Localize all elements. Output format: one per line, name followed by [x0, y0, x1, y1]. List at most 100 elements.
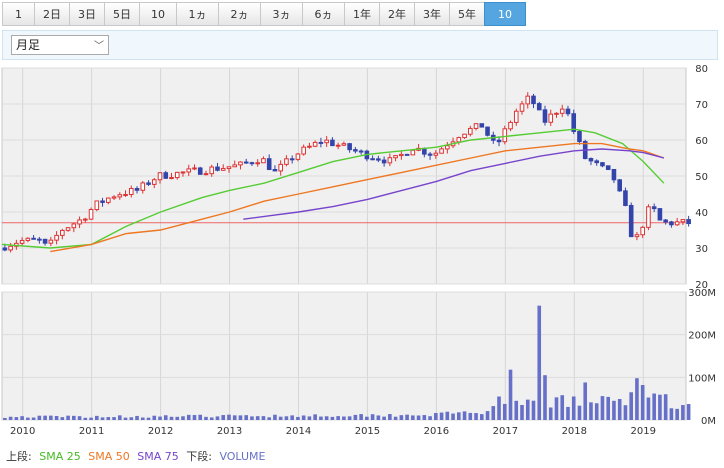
volume-bar [60, 417, 65, 420]
candle-up [473, 123, 479, 129]
candle-up [634, 234, 640, 238]
candle-down [588, 158, 594, 162]
sma-line-SMA75 [243, 148, 665, 220]
volume-bar [416, 415, 421, 420]
tab-11[interactable]: 3年 [414, 2, 450, 26]
candle-up [508, 121, 513, 130]
volume-bar [169, 416, 174, 420]
candle-down [536, 103, 542, 111]
volume-bar [49, 415, 53, 420]
candle-down [611, 168, 617, 181]
candle-up [548, 113, 554, 123]
tab-8[interactable]: 6ヵ月 [302, 2, 345, 45]
candle-up [525, 95, 531, 105]
volume-bar [37, 415, 42, 420]
tab-1[interactable]: 2日 [34, 2, 70, 26]
candle-down [289, 158, 295, 161]
volume-bar [365, 416, 369, 420]
volume-bar [181, 416, 185, 420]
volume-bar [434, 413, 438, 420]
volume-bar [8, 416, 13, 420]
volume-bar [652, 393, 656, 420]
volume-bar [255, 416, 260, 420]
volume-bar [273, 414, 277, 420]
candle-down [347, 143, 352, 151]
tab-2[interactable]: 3日 [69, 2, 105, 26]
candle-down [318, 141, 324, 144]
candle-up [399, 153, 404, 157]
x-tick-label: 2019 [631, 426, 656, 437]
volume-bar [451, 413, 455, 420]
volume-bar [123, 417, 128, 420]
volume-bar [376, 415, 381, 420]
volume-bar [502, 403, 507, 420]
volume-bar [175, 416, 180, 420]
volume-bar [290, 415, 294, 420]
tab-5[interactable]: 1ヵ月 [176, 2, 219, 45]
candle-down [628, 204, 634, 238]
candle-down [485, 126, 490, 136]
volume-bar [307, 416, 312, 420]
x-tick-label: 2018 [562, 426, 587, 437]
candle-up [439, 148, 444, 154]
candle-down [617, 179, 622, 192]
candle-down [266, 158, 272, 170]
volume-bar [89, 417, 93, 420]
volume-bar [382, 416, 386, 420]
candle-up [25, 237, 31, 241]
candle-down [2, 247, 8, 251]
candle-up [209, 166, 215, 175]
candle-up [226, 166, 232, 169]
candle-down [605, 165, 611, 170]
volume-bar [146, 417, 151, 420]
volume-bar [479, 414, 484, 420]
tab-9[interactable]: 1年 [344, 2, 380, 26]
candle-up [554, 112, 559, 115]
candle-up [192, 167, 197, 170]
tab-3[interactable]: 5日 [104, 2, 140, 26]
volume-bar [428, 416, 432, 420]
volume-bar [267, 417, 271, 420]
candle-up [255, 162, 260, 165]
volume-bar [192, 415, 197, 420]
price-tick-label: 20 [695, 280, 708, 291]
volume-tick-label: 200M [688, 331, 716, 342]
volume-bar [204, 416, 208, 420]
candle-down [370, 158, 375, 161]
candle-down [663, 219, 668, 223]
period-select[interactable]: 月足 ﹀ [11, 35, 109, 55]
candle-down [577, 130, 582, 143]
candle-up [467, 127, 473, 135]
tab-4[interactable]: 10日 [139, 2, 177, 45]
volume-bar [566, 406, 570, 420]
candle-up [238, 161, 243, 166]
volume-bar [330, 416, 335, 420]
tab-7[interactable]: 3ヵ月 [260, 2, 303, 45]
volume-bar [405, 414, 409, 420]
volume-bar [83, 417, 88, 420]
candle-down [215, 166, 220, 171]
price-panel: 20 30 40 50 60 70 80 [1, 64, 708, 291]
volume-bar [520, 404, 524, 420]
volume-bar [497, 396, 501, 420]
tab-13[interactable]: 10年 [484, 2, 526, 45]
tab-0[interactable]: 1日 [2, 2, 35, 45]
volume-bar [72, 415, 76, 420]
candle-down [531, 95, 536, 105]
volume-bar [629, 392, 633, 420]
volume-bar [232, 415, 237, 420]
tab-12[interactable]: 5年 [449, 2, 485, 26]
volume-bar [336, 416, 340, 420]
tab-10[interactable]: 2年 [379, 2, 415, 26]
candle-down [571, 113, 577, 132]
volume-bar [353, 414, 358, 420]
candle-up [157, 172, 163, 181]
candle-down [594, 160, 600, 164]
candle-down [197, 167, 203, 175]
price-tick-label: 50 [695, 172, 708, 183]
volume-tick-label: 300M [688, 288, 716, 299]
volume-bar [100, 417, 105, 420]
volume-bar [571, 396, 576, 420]
volume-bar [669, 408, 674, 420]
tab-6[interactable]: 2ヵ月 [218, 2, 261, 45]
